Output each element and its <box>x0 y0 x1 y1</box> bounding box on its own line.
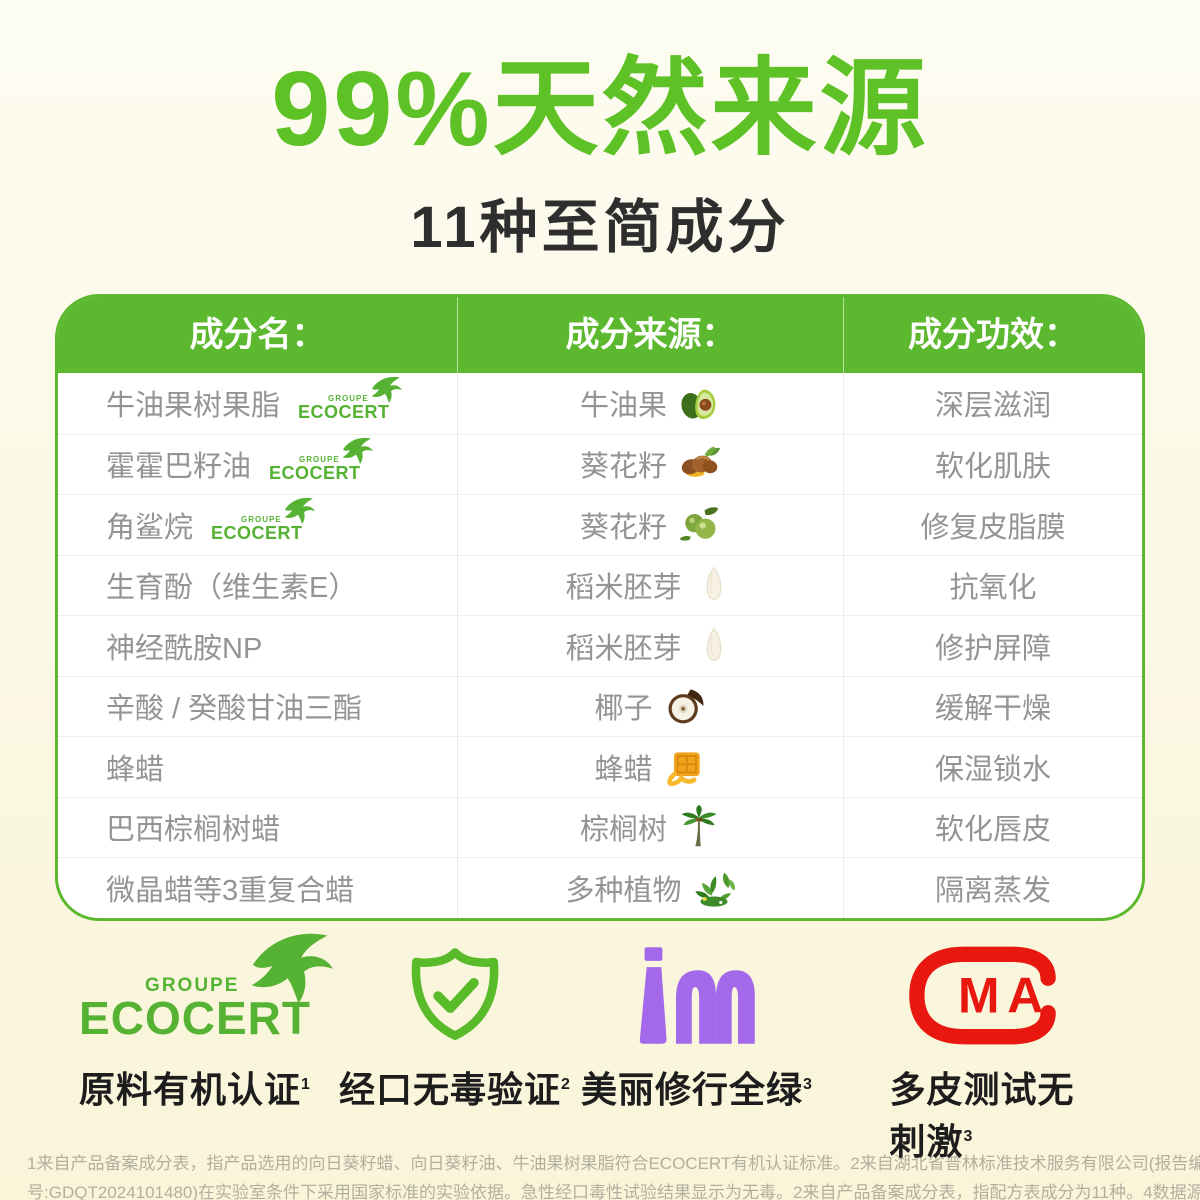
source-name: 葵花籽 <box>579 511 667 544</box>
table-header-row: 成分名： 成分来源： 成分功效： <box>58 297 1142 373</box>
coconut-icon <box>663 684 707 728</box>
effect-text: 修复皮脂膜 <box>920 511 1066 544</box>
table-row: 生育酚（维生素E） 稻米胚芽 抗氧化 <box>58 554 1142 615</box>
ecocert-groupe-text: GROUPE <box>299 454 340 464</box>
swallow-icon <box>284 498 315 525</box>
rice-germ-icon <box>692 563 736 607</box>
table-row: 微晶蜡等3重复合蜡 多种植物 隔离蒸发 <box>58 857 1142 918</box>
effect-text: 抗氧化 <box>949 572 1037 605</box>
cma-text: MA <box>958 968 1051 1024</box>
swallow-icon <box>371 376 402 403</box>
effect-text: 保湿锁水 <box>934 753 1051 786</box>
ingredient-name: 微晶蜡等3重复合蜡 <box>106 874 355 907</box>
effect-text: 深层滋润 <box>934 390 1051 423</box>
header-ingredient-name: 成分名： <box>58 297 458 373</box>
badge-cma: MA 多皮测试无刺激3 <box>890 937 1097 1165</box>
shield-check-icon <box>403 937 507 1055</box>
table-row: 辛酸 / 癸酸甘油三酯 椰子 缓解干燥 <box>58 675 1142 736</box>
source-name: 棕榈树 <box>579 814 667 847</box>
jojoba-seeds-icon <box>677 442 721 486</box>
source-name: 椰子 <box>594 693 653 726</box>
badge-label: 多皮测试无刺激3 <box>889 1068 1075 1162</box>
badge-label: 经口无毒验证2 <box>339 1068 571 1110</box>
swallow-icon <box>342 437 373 464</box>
badge-nontoxic: 经口无毒验证2 <box>339 937 571 1113</box>
honeycomb-icon <box>663 745 707 789</box>
table-row: 蜂蜡 蜂蜡 保湿锁水 <box>58 736 1142 797</box>
ecocert-groupe-text: GROUPE <box>241 515 282 525</box>
table-row: 霍霍巴籽油 GROUPE ECOCERT 葵花籽 <box>58 433 1142 494</box>
ingredient-name: 牛油果树果脂 <box>106 390 281 423</box>
ecocert-name-text: ECOCERT <box>298 401 390 422</box>
ingredient-name: 巴西棕榈树蜡 <box>106 814 281 847</box>
meilixiuxing-m-logo <box>634 937 760 1055</box>
table-row: 角鲨烷 GROUPE ECOCERT 葵花籽 <box>58 494 1142 555</box>
source-name: 牛油果 <box>579 390 667 423</box>
effect-text: 隔离蒸发 <box>934 874 1051 907</box>
effect-text: 软化唇皮 <box>934 814 1051 847</box>
table-row: 巴西棕榈树蜡 棕榈树 软化唇皮 <box>58 796 1142 857</box>
badge-ecocert: GROUPE ECOCERT 原料有机认证1 <box>79 933 333 1113</box>
olives-icon <box>677 503 721 547</box>
effect-text: 软化肌肤 <box>934 451 1051 484</box>
ecocert-name-text: ECOCERT <box>211 523 303 544</box>
table-row: 神经酰胺NP 稻米胚芽 修护屏障 <box>58 615 1142 676</box>
ecocert-groupe-text: GROUPE <box>145 975 240 996</box>
ingredient-name: 角鲨烷 <box>106 511 194 544</box>
effect-text: 缓解干燥 <box>934 693 1051 726</box>
source-name: 葵花籽 <box>579 451 667 484</box>
footnote-line: 1来自产品备案成分表，指产品选用的向日葵籽蜡、向日葵籽油、牛油果树果脂符合ECO… <box>27 1153 1200 1173</box>
palm-tree-icon <box>677 805 721 849</box>
header-ingredient-source: 成分来源： <box>458 297 844 373</box>
swallow-icon <box>251 933 333 1004</box>
ingredient-name: 霍霍巴籽油 <box>106 451 252 484</box>
avocado-icon <box>677 381 721 425</box>
effect-text: 修护屏障 <box>934 632 1051 665</box>
source-name: 蜂蜡 <box>594 753 653 786</box>
ingredient-name: 蜂蜡 <box>106 753 165 786</box>
header-ingredient-effect: 成分功效： <box>908 316 1078 354</box>
ecocert-mini-logo: GROUPE ECOCERT <box>298 376 402 422</box>
page-title: 99%天然来源 <box>271 50 929 168</box>
ingredient-name: 生育酚（维生素E） <box>106 572 358 605</box>
source-name: 稻米胚芽 <box>565 572 682 605</box>
source-name: 多种植物 <box>565 874 682 907</box>
badge-label: 美丽修行全绿3 <box>581 1068 813 1110</box>
badge-meilixiuxing: 美丽修行全绿3 <box>581 937 813 1113</box>
ingredient-name: 神经酰胺NP <box>106 632 263 665</box>
table-row: 牛油果树果脂 GROUPE ECOCERT 牛油果 <box>58 373 1142 434</box>
cma-logo: MA <box>902 937 1084 1055</box>
source-name: 稻米胚芽 <box>565 632 682 665</box>
ecocert-logo: GROUPE ECOCERT <box>79 933 333 1055</box>
page-subtitle: 11种至简成分 <box>410 195 790 260</box>
ingredient-name: 辛酸 / 癸酸甘油三酯 <box>106 693 363 726</box>
ingredient-table: 成分名： 成分来源： 成分功效： 牛油果树果脂 GROUPE ECOCERT 牛… <box>55 294 1145 921</box>
ecocert-mini-logo: GROUPE ECOCERT <box>211 498 315 544</box>
ecocert-mini-logo: GROUPE ECOCERT <box>269 437 373 483</box>
footnote-line: 号:GDQT2024101480)在实验室条件下采用国家标准的实验依据。急性经口… <box>27 1183 1200 1200</box>
ecocert-groupe-text: GROUPE <box>328 393 369 403</box>
ecocert-name-text: ECOCERT <box>79 992 311 1044</box>
ecocert-name-text: ECOCERT <box>269 462 361 483</box>
footnotes: 1来自产品备案成分表，指产品选用的向日葵籽蜡、向日葵籽油、牛油果树果脂符合ECO… <box>27 1149 1200 1200</box>
certification-badges: GROUPE ECOCERT 原料有机认证1 经口无毒验证2 <box>0 933 1200 1162</box>
badge-label: 原料有机认证1 <box>79 1068 311 1110</box>
plants-icon <box>692 866 736 910</box>
rice-germ-icon <box>692 624 736 668</box>
